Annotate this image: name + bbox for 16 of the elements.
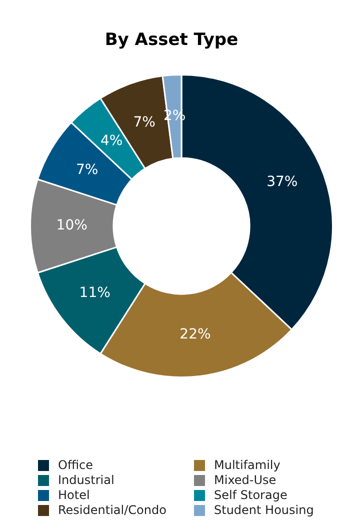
data-label: 4% bbox=[100, 133, 123, 150]
data-label: 22% bbox=[180, 326, 211, 342]
legend-label: Residential/Condo bbox=[58, 503, 166, 517]
data-label: 7% bbox=[133, 114, 156, 130]
legend-label: Mixed-Use bbox=[214, 473, 276, 487]
legend-label: Industrial bbox=[58, 473, 114, 487]
legend-label: Multifamily bbox=[214, 458, 280, 472]
data-label: 7% bbox=[76, 162, 98, 178]
chart-title: By Asset Type bbox=[104, 30, 240, 50]
data-label: 37% bbox=[266, 174, 298, 190]
legend-label: Hotel bbox=[58, 488, 90, 502]
data-label: 11% bbox=[79, 284, 110, 301]
legend-label: Self Storage bbox=[214, 488, 288, 502]
legend-label: Office bbox=[58, 458, 94, 472]
legend-label: Student Housing bbox=[214, 503, 314, 517]
data-label: 10% bbox=[56, 218, 88, 234]
